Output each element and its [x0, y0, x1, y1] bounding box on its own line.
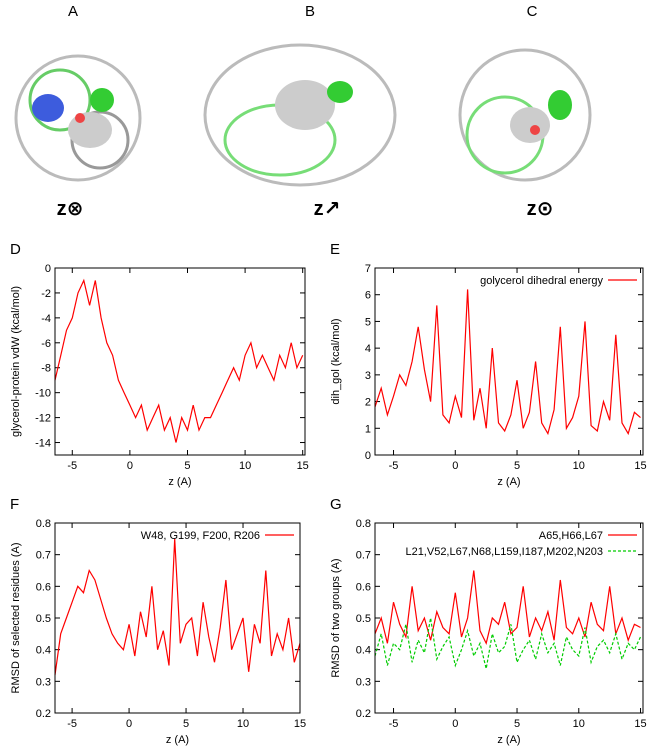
- green-spheres: [548, 90, 572, 120]
- structure-a: [14, 54, 142, 182]
- chart-panel-label: D: [10, 241, 21, 258]
- y-tick-label: 4: [365, 343, 371, 355]
- legend-label: L21,V52,L67,N68,L159,I187,M202,N203: [405, 546, 603, 558]
- x-axis-label: z (A): [168, 476, 191, 488]
- y-axis-label: RMSD of two groups (A): [330, 558, 342, 677]
- y-tick-label: 0.5: [356, 613, 371, 625]
- x-tick-label: -5: [389, 460, 399, 472]
- x-tick-label: 15: [634, 460, 646, 472]
- x-axis-label: z (A): [166, 734, 189, 746]
- ribbon: [203, 43, 397, 187]
- x-tick-label: 5: [514, 718, 520, 730]
- y-tick-label: -8: [41, 363, 51, 375]
- y-tick-label: 0.4: [356, 645, 371, 657]
- gray-spheres: [275, 80, 335, 130]
- y-tick-label: 0: [365, 450, 371, 462]
- y-tick-label: 0.2: [36, 708, 51, 720]
- x-tick-label: 10: [239, 460, 251, 472]
- y-tick-label: -6: [41, 338, 51, 350]
- gray-spheres: [68, 112, 112, 148]
- y-axis-label: dih_gol (kcal/mol): [330, 318, 342, 404]
- x-tick-label: 5: [184, 460, 190, 472]
- x-tick-label: -5: [389, 718, 399, 730]
- green-spheres: [327, 81, 353, 103]
- x-tick-label: 5: [183, 718, 189, 730]
- axis-symbol: z⊗: [57, 198, 84, 220]
- x-tick-label: 0: [452, 460, 458, 472]
- legend-label: golycerol dihedral energy: [480, 275, 603, 287]
- data-line: [374, 570, 641, 646]
- y-tick-label: 3: [365, 370, 371, 382]
- y-tick-label: 0.3: [36, 676, 51, 688]
- data-line: [374, 289, 641, 436]
- chart-panel-label: E: [330, 241, 340, 258]
- panel-label: A: [68, 3, 78, 20]
- green-spheres: [90, 88, 114, 112]
- x-tick-label: 15: [294, 718, 306, 730]
- x-tick-label: 10: [573, 718, 585, 730]
- y-tick-label: -12: [35, 413, 51, 425]
- y-tick-label: 7: [365, 263, 371, 275]
- y-tick-label: 2: [365, 397, 371, 409]
- data-line: [54, 278, 304, 443]
- y-tick-label: 6: [365, 290, 371, 302]
- x-tick-label: 0: [452, 718, 458, 730]
- axis-symbol: z↗: [314, 198, 341, 220]
- plot-frame: [54, 522, 301, 714]
- y-tick-label: 0.8: [356, 518, 371, 530]
- legend-label: W48, G199, F200, R206: [141, 530, 260, 542]
- panel-label: B: [305, 3, 315, 20]
- x-axis-label: z (A): [497, 734, 520, 746]
- y-tick-label: 1: [365, 423, 371, 435]
- plot-frame: [374, 267, 644, 456]
- x-tick-label: 15: [297, 460, 309, 472]
- x-tick-label: -5: [67, 460, 77, 472]
- structure-c: [458, 48, 592, 182]
- y-tick-label: 0.8: [36, 518, 51, 530]
- y-tick-label: 0: [45, 263, 51, 275]
- y-tick-label: 0.6: [36, 581, 51, 593]
- y-tick-label: 5: [365, 316, 371, 328]
- chart-panel-label: F: [10, 496, 19, 513]
- blue-spheres: [32, 94, 64, 122]
- chart-panel-label: G: [330, 496, 342, 513]
- y-axis-label: glycerol-protein vdW (kcal/mol): [10, 286, 22, 437]
- y-tick-label: -2: [41, 288, 51, 300]
- y-tick-label: 0.2: [356, 708, 371, 720]
- x-tick-label: 10: [573, 460, 585, 472]
- plot-frame: [374, 522, 644, 714]
- oxygen: [530, 125, 540, 135]
- plot-frame: [54, 267, 306, 456]
- y-tick-label: 0.5: [36, 613, 51, 625]
- data-line: [54, 538, 301, 676]
- data-line: [374, 617, 642, 669]
- legend-label: A65,H66,L67: [539, 530, 603, 542]
- x-tick-label: 15: [634, 718, 646, 730]
- y-tick-label: 0.7: [356, 550, 371, 562]
- ribbon: [458, 48, 592, 182]
- ribbon: [14, 54, 142, 182]
- y-tick-label: -10: [35, 388, 51, 400]
- x-tick-label: 5: [514, 460, 520, 472]
- x-tick-label: 10: [237, 718, 249, 730]
- oxygen: [75, 113, 85, 123]
- x-tick-label: 0: [127, 460, 133, 472]
- x-tick-label: 0: [126, 718, 132, 730]
- y-tick-label: 0.7: [36, 550, 51, 562]
- y-axis-label: RMSD of selected residues (A): [10, 543, 22, 694]
- x-axis-label: z (A): [497, 476, 520, 488]
- gray-spheres: [510, 107, 550, 143]
- y-tick-label: -14: [35, 438, 51, 450]
- axis-symbol: z⊙: [527, 198, 554, 220]
- y-tick-label: 0.6: [356, 581, 371, 593]
- structure-b: [203, 43, 397, 187]
- y-tick-label: 0.4: [36, 645, 51, 657]
- x-tick-label: -5: [67, 718, 77, 730]
- y-tick-label: 0.3: [356, 676, 371, 688]
- panel-label: C: [527, 3, 538, 20]
- y-tick-label: -4: [41, 313, 51, 325]
